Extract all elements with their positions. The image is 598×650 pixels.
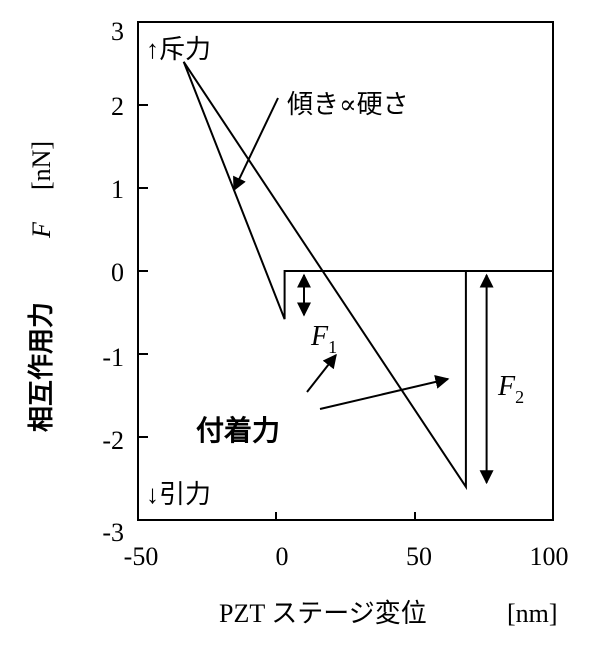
x-axis-label: PZT ステージ変位 (219, 599, 427, 628)
f2-subscript: 2 (515, 387, 524, 407)
adhesion-pointer-arrow-f2 (319, 375, 450, 410)
y-axis-symbol: F (27, 221, 56, 239)
y-tick-label: -2 (102, 426, 124, 455)
y-axis-unit: [nN] (27, 141, 56, 190)
f2-main: F (497, 371, 516, 402)
repulsive-label: ↑斥力 (146, 35, 211, 64)
slope-annotation: 傾き∝硬さ (287, 90, 409, 119)
retract-curve (182, 61, 553, 491)
y-tick-label: 3 (111, 17, 124, 46)
adhesion-annotation: 付着力 (196, 414, 280, 447)
f2-label: F2 (497, 371, 524, 407)
slope-pointer-arrow (233, 97, 279, 192)
x-tick-label: 0 (276, 542, 289, 571)
y-tick-label: -1 (102, 343, 124, 372)
f1-subscript: 1 (328, 337, 337, 357)
y-axis-label: 相互作用力 (27, 302, 57, 432)
x-tick-label: 100 (530, 542, 569, 571)
x-tick-label: -50 (124, 542, 159, 571)
f1-main: F (310, 321, 329, 352)
y-tick-label: 2 (111, 92, 124, 121)
y-tick-label: -3 (102, 518, 124, 547)
x-tick-label: 50 (406, 542, 432, 571)
f1-label: F1 (310, 321, 337, 357)
y-tick-label: 0 (111, 258, 124, 287)
y-tick-label: 1 (111, 175, 124, 204)
x-axis-unit: [nm] (507, 599, 558, 628)
adhesion-pointer-arrow-f1 (306, 353, 337, 393)
attractive-label: ↓引力 (146, 480, 211, 509)
